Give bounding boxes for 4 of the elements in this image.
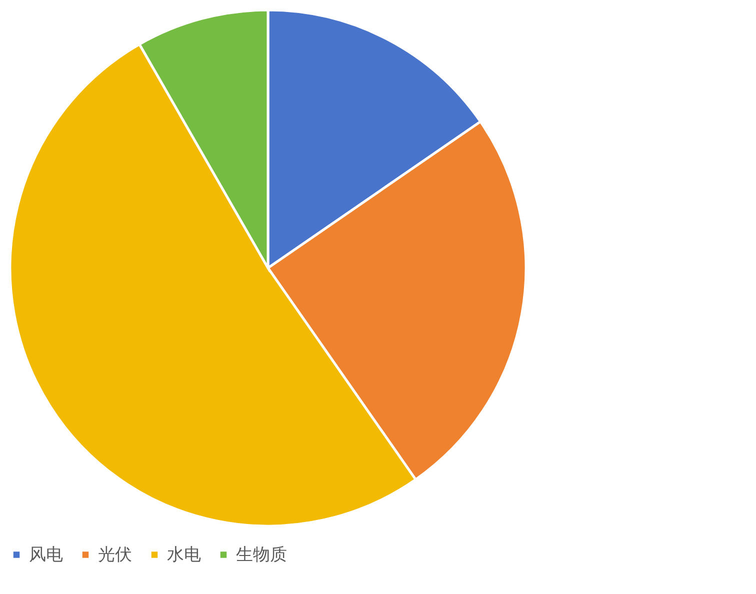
legend-label: 生物质 bbox=[236, 544, 287, 565]
legend-label: 水电 bbox=[167, 544, 201, 565]
legend-label: 光伏 bbox=[98, 544, 132, 565]
legend-label: 风电 bbox=[29, 544, 63, 565]
